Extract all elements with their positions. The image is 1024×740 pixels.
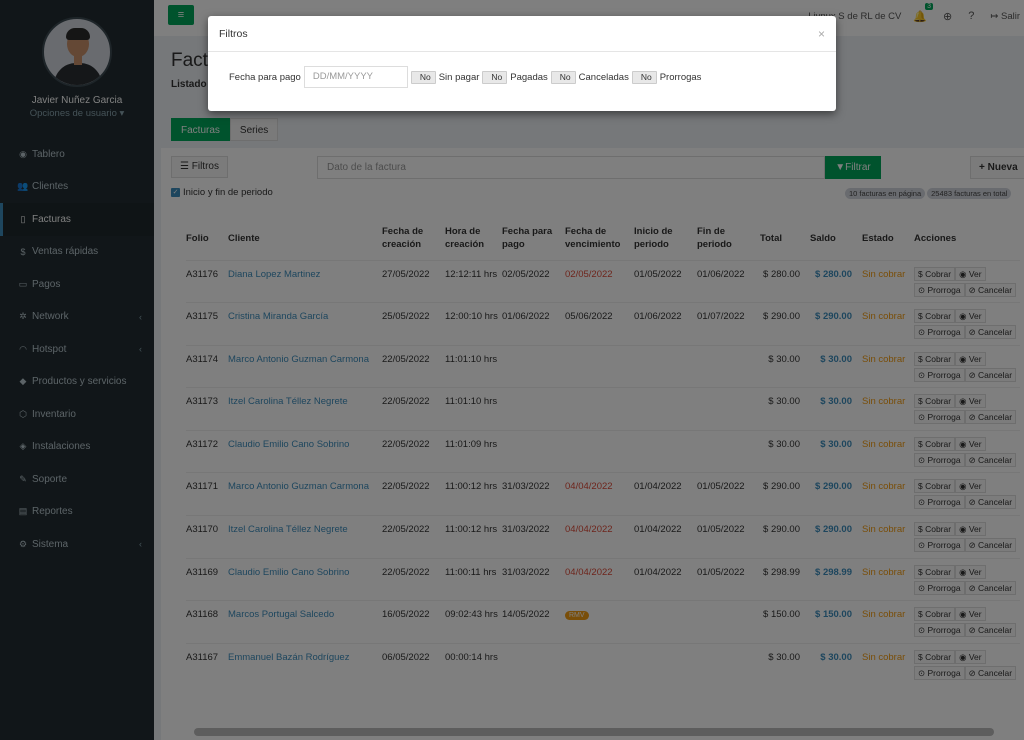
toggle-prorrogas[interactable]: No <box>631 70 657 84</box>
prorrogas-label: Prorrogas <box>659 71 702 83</box>
fecha-pago-input[interactable]: DD/MM/YYYY <box>303 66 408 88</box>
modal-body: Fecha para pago DD/MM/YYYY No Sin pagar … <box>208 52 836 88</box>
modal-header: Filtros × <box>208 16 836 52</box>
sin-pagar-label: Sin pagar <box>438 71 480 83</box>
filtros-modal: Filtros × Fecha para pago DD/MM/YYYY No … <box>208 16 836 111</box>
fecha-pago-label: Fecha para pago <box>229 71 301 83</box>
toggle-pagadas[interactable]: No <box>482 70 508 84</box>
toggle-canceladas[interactable]: No <box>550 70 576 84</box>
canceladas-label: Canceladas <box>578 71 629 83</box>
close-icon[interactable]: × <box>817 26 825 41</box>
toggle-sin-pagar[interactable]: No <box>410 70 436 84</box>
modal-title: Filtros <box>219 27 248 40</box>
pagadas-label: Pagadas <box>510 71 548 83</box>
